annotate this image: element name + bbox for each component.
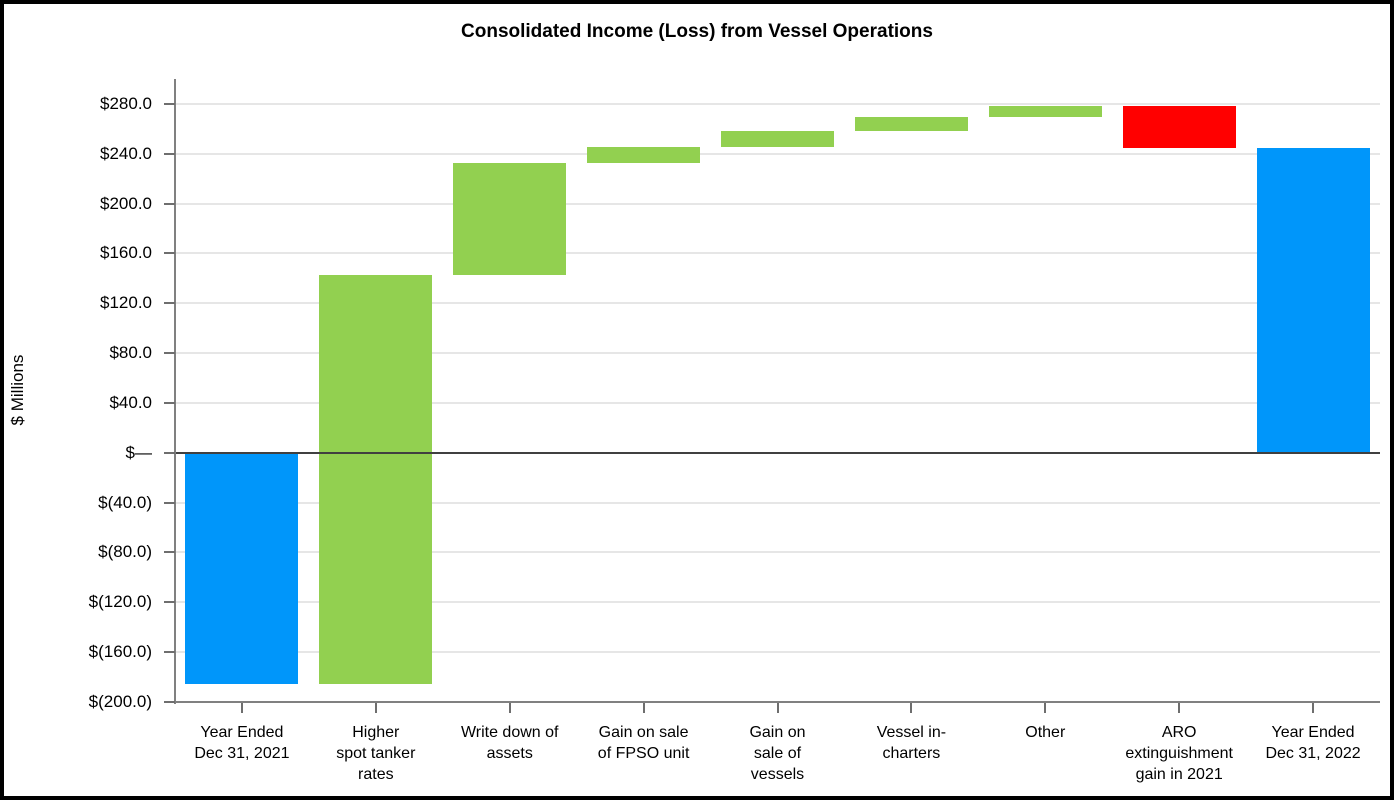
y-tick-label: $(80.0): [98, 542, 152, 562]
y-axis-tick: [164, 451, 175, 454]
x-axis-tick: [1044, 703, 1047, 713]
y-tick-label: $(120.0): [88, 592, 152, 612]
gridline: [175, 601, 1380, 604]
gridline: [175, 352, 1380, 355]
x-category-label: Other: [1025, 724, 1066, 741]
x-category-label: ARO extinguishment gain in 2021: [1125, 724, 1233, 783]
y-axis-tick: [164, 302, 175, 305]
x-category-label: Higher spot tanker rates: [336, 724, 416, 783]
y-axis-line: [174, 79, 176, 704]
gridline: [175, 302, 1380, 305]
waterfall-bar-decrease: [1122, 106, 1236, 149]
y-tick-label: $240.0: [100, 143, 152, 163]
gridline: [175, 252, 1380, 255]
x-axis-tick: [1178, 703, 1181, 713]
y-axis-tick: [164, 501, 175, 504]
gridline: [175, 651, 1380, 654]
waterfall-bar-total: [185, 452, 299, 685]
x-category-label: Write down of assets: [460, 724, 559, 762]
waterfall-bar-increase: [854, 117, 968, 132]
x-axis-tick: [374, 703, 377, 713]
y-axis-tick: [164, 352, 175, 355]
chart-title: Consolidated Income (Loss) from Vessel O…: [461, 21, 933, 42]
gridline: [175, 152, 1380, 155]
zero-baseline: [175, 451, 1380, 454]
gridline: [175, 501, 1380, 504]
y-axis-tick: [164, 651, 175, 654]
waterfall-bar-increase: [319, 275, 433, 685]
y-tick-label: $280.0: [100, 93, 152, 113]
y-tick-label: $200.0: [100, 193, 152, 213]
y-tick-label: $80.0: [109, 343, 152, 363]
y-axis-tick: [164, 401, 175, 404]
y-tick-label: $40.0: [109, 392, 152, 412]
y-tick-label: $(160.0): [88, 642, 152, 662]
y-axis-tick: [164, 701, 175, 703]
x-axis-tick: [642, 703, 645, 713]
x-category-label: Gain on sale of vessels: [749, 724, 806, 783]
waterfall-bar-increase: [453, 162, 567, 276]
x-category-label: Gain on sale of FPSO unit: [597, 724, 690, 762]
waterfall-bar-increase: [587, 147, 701, 163]
gridline: [175, 102, 1380, 105]
gridline: [175, 551, 1380, 554]
y-axis-tick: [164, 252, 175, 255]
gridline: [175, 202, 1380, 205]
x-axis-tick: [776, 703, 779, 713]
y-axis-tick: [164, 102, 175, 105]
y-axis-tick: [164, 152, 175, 155]
y-tick-label: $160.0: [100, 243, 152, 263]
waterfall-bar-increase: [720, 131, 835, 148]
x-category-label: Year Ended Dec 31, 2021: [194, 724, 290, 762]
x-axis-line: [164, 701, 1380, 703]
y-tick-label: $(200.0): [88, 692, 152, 711]
x-axis-tick: [910, 703, 913, 713]
y-axis-tick: [164, 202, 175, 205]
y-axis-tick: [164, 551, 175, 554]
x-category-label: Year Ended Dec 31, 2022: [1265, 724, 1361, 762]
gridline: [175, 401, 1380, 404]
y-axis-tick: [164, 601, 175, 604]
waterfall-bar-total: [1256, 148, 1370, 453]
y-tick-label: $(40.0): [98, 492, 152, 512]
y-tick-label: $120.0: [100, 293, 152, 313]
x-axis-tick: [508, 703, 511, 713]
x-axis-tick: [1312, 703, 1315, 713]
waterfall-bar-increase: [988, 106, 1102, 118]
y-tick-label: $—: [125, 442, 152, 462]
x-category-label: Vessel in- charters: [876, 724, 947, 762]
x-axis-tick: [240, 703, 243, 713]
